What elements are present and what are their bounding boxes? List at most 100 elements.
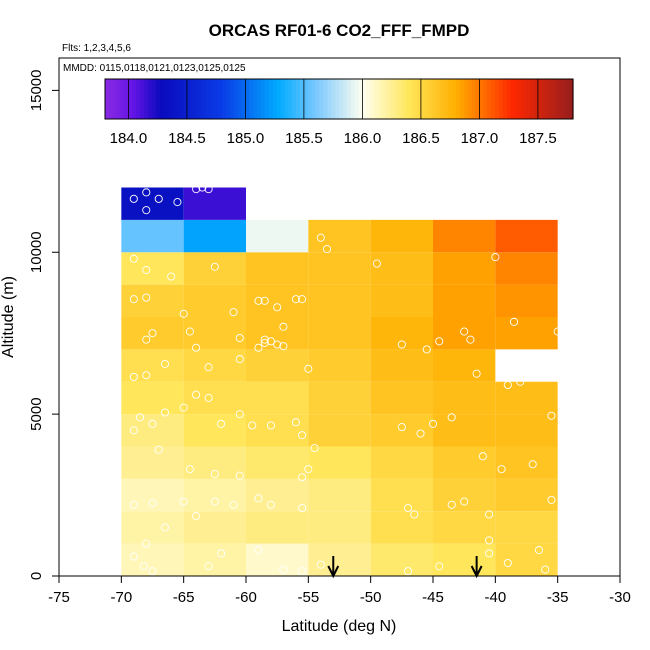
colorbar-segment xyxy=(288,79,293,119)
colorbar-segment xyxy=(159,79,165,119)
sample-point xyxy=(210,497,219,506)
sample-point xyxy=(129,372,138,381)
colorbar-segment xyxy=(510,79,516,119)
heatmap-cell xyxy=(308,414,371,447)
colorbar-tick-label: 185.0 xyxy=(227,130,265,147)
sample-point xyxy=(472,369,481,378)
colorbar-segment xyxy=(206,79,211,119)
heatmap-cell xyxy=(370,317,433,350)
colorbar-segment xyxy=(144,79,149,119)
colorbar-segment xyxy=(186,79,192,119)
colorbar-segment xyxy=(495,79,500,119)
heatmap-cell xyxy=(246,284,309,317)
x-axis-label: Latitude (deg N) xyxy=(282,618,397,635)
heatmap-cell xyxy=(308,381,371,415)
colorbar-segment xyxy=(229,79,235,119)
sample-point xyxy=(185,327,194,336)
colorbar-segment xyxy=(346,79,352,119)
colorbar-segment xyxy=(296,79,301,119)
heatmap-cell xyxy=(183,543,246,576)
heatmap-cell xyxy=(433,219,496,253)
colorbar-segment xyxy=(491,79,496,119)
heatmap-cell xyxy=(121,511,184,544)
colorbar-segment xyxy=(342,79,348,119)
y-tick-label: 10000 xyxy=(28,231,45,273)
heatmap-cell xyxy=(433,349,496,382)
sample-point xyxy=(179,497,188,506)
colorbar-tick-label: 184.5 xyxy=(168,130,206,147)
sample-point xyxy=(260,296,269,305)
heatmap-cell xyxy=(246,219,309,253)
colorbar-segment xyxy=(409,79,414,119)
heatmap-cell xyxy=(308,511,371,544)
sample-point xyxy=(129,194,138,203)
sample-point xyxy=(266,421,275,430)
colorbar-segment xyxy=(397,79,402,119)
colorbar-segment xyxy=(498,79,504,119)
sample-point xyxy=(142,539,151,548)
sample-point xyxy=(210,469,219,479)
heatmap-cell xyxy=(121,219,184,253)
sample-point xyxy=(160,523,170,532)
heatmap-cell xyxy=(121,187,184,220)
colorbar-segment xyxy=(526,79,531,119)
colorbar-segment xyxy=(120,79,126,119)
heatmap-cell xyxy=(183,252,246,285)
sample-point xyxy=(235,333,244,343)
colorbar-segment xyxy=(545,79,551,119)
colorbar-segment xyxy=(245,79,250,119)
sample-point xyxy=(478,452,487,461)
heatmap-cell xyxy=(183,511,246,544)
colorbar-segment xyxy=(268,79,274,119)
colorbar-segment xyxy=(448,79,453,119)
sample-point xyxy=(160,408,170,417)
heatmap-cell xyxy=(433,381,496,415)
heatmap-cell xyxy=(183,284,246,317)
sample-point xyxy=(135,413,145,422)
colorbar-segment xyxy=(401,79,406,119)
colorbar-segment xyxy=(374,79,379,119)
colorbar-segment xyxy=(105,79,110,119)
sample-point xyxy=(298,567,307,576)
heatmap-cell xyxy=(370,446,433,479)
heatmap-cell xyxy=(183,219,246,253)
y-axis-label: Altitude (m) xyxy=(0,276,17,358)
heatmap-cell xyxy=(183,317,246,350)
colorbar-segment xyxy=(549,79,555,119)
sample-point xyxy=(298,295,307,304)
colorbar-segment xyxy=(467,79,473,119)
colorbar-segment xyxy=(194,79,200,119)
dates-note: MMDD: 0115,0118,0121,0123,0125,0125 xyxy=(63,63,246,74)
sample-point xyxy=(310,444,319,453)
colorbar-segment xyxy=(108,79,114,119)
heatmap-cell xyxy=(183,349,246,382)
heatmap-cell xyxy=(183,446,246,479)
sample-point xyxy=(422,345,431,354)
sample-point xyxy=(148,499,157,508)
colorbar-segment xyxy=(280,79,285,119)
colorbar-segment xyxy=(456,79,461,119)
sample-point xyxy=(566,319,575,328)
colorbar xyxy=(105,79,574,119)
colorbar-segment xyxy=(530,79,535,119)
sample-point xyxy=(142,371,151,380)
sample-point xyxy=(460,497,469,506)
colorbar-segment xyxy=(155,79,161,119)
heatmap-cell xyxy=(246,446,309,479)
sample-point xyxy=(304,465,313,474)
heatmap-cell xyxy=(370,381,433,415)
sample-point xyxy=(129,552,138,561)
sample-point xyxy=(185,465,194,474)
sample-point xyxy=(192,185,201,194)
x-tick-label: -55 xyxy=(297,589,319,606)
colorbar-segment xyxy=(222,79,227,119)
colorbar-segment xyxy=(358,79,363,119)
heatmap-cell xyxy=(495,284,558,317)
colorbar-segment xyxy=(264,79,270,119)
colorbar-segment xyxy=(233,79,239,119)
sample-point xyxy=(254,494,263,503)
flights-note: Flts: 1,2,3,4,5,6 xyxy=(62,43,131,54)
x-tick-label: -60 xyxy=(235,589,257,606)
colorbar-segment xyxy=(323,79,328,119)
sample-point xyxy=(160,359,170,368)
